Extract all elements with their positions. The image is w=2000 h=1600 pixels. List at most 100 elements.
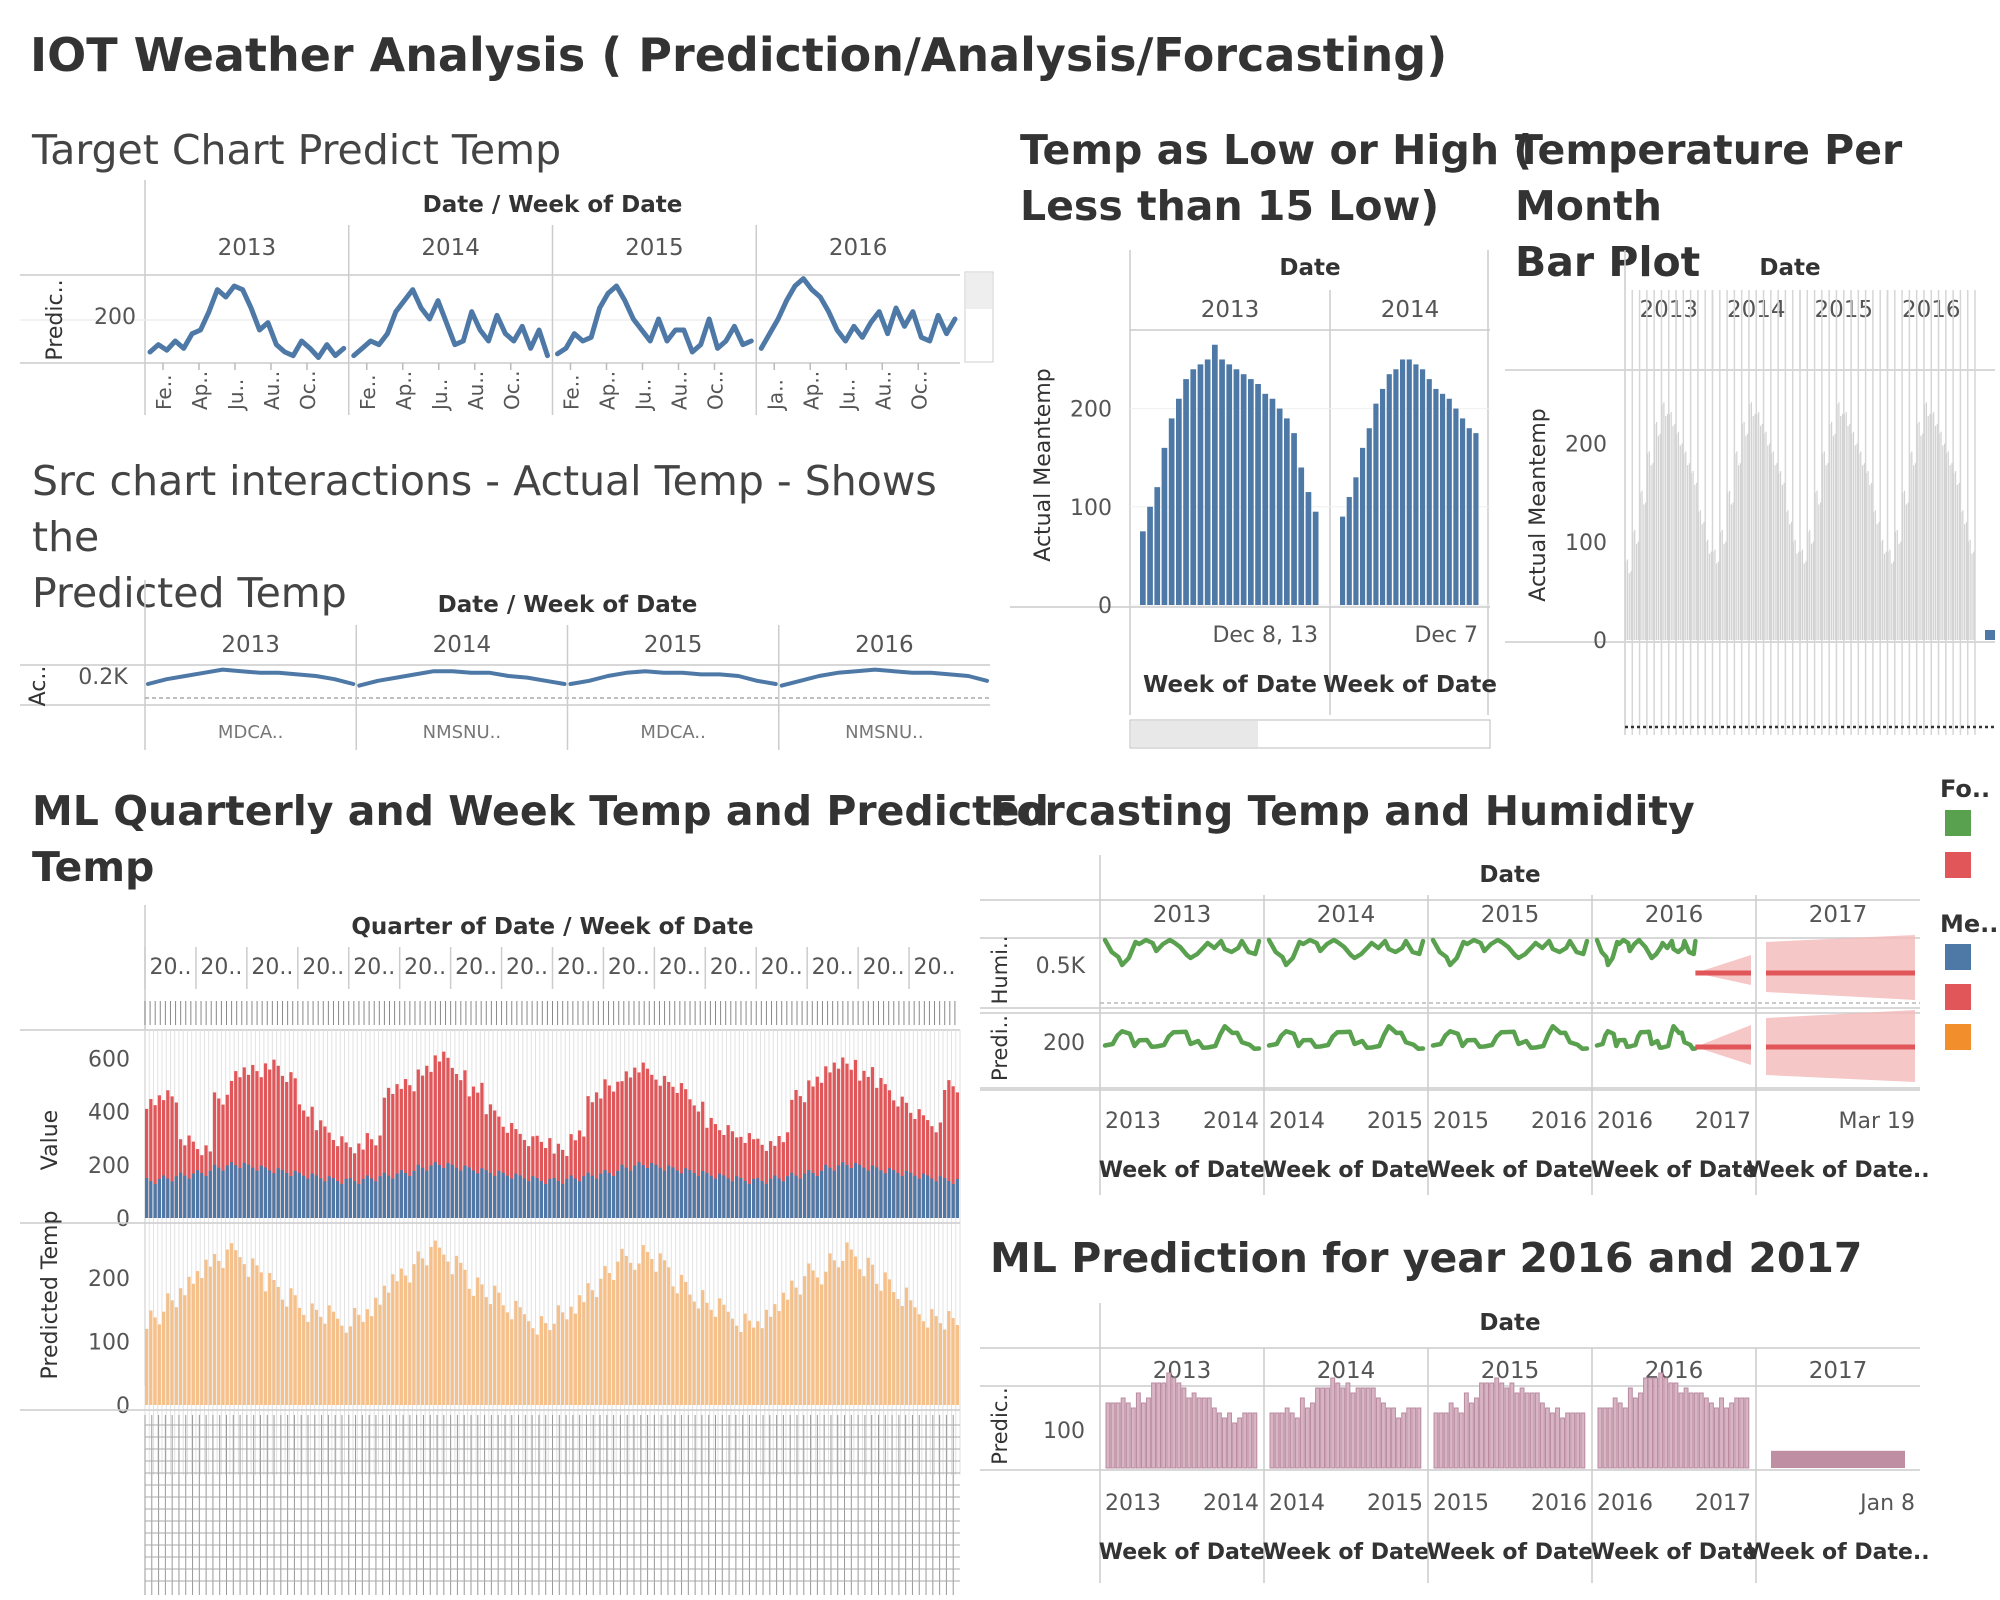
x-tick-label: Fe.. [152,375,176,410]
bar [650,1259,654,1405]
bar [1330,1377,1336,1469]
panel-header: 20.. [149,955,191,980]
bar [645,1252,650,1405]
bar [586,1172,590,1218]
legend-swatch-blue[interactable] [1945,944,1971,970]
bar [1310,1402,1315,1469]
bar [386,1175,391,1218]
bar [1426,379,1432,605]
bar [853,1256,858,1405]
bar [1770,453,1773,640]
bar [1468,1402,1474,1469]
bar [798,1294,802,1405]
x-tick-label: 2016 [1531,1109,1587,1134]
bar [1406,359,1412,605]
bar [739,1136,743,1218]
bar [620,1248,624,1405]
bar [1216,1412,1222,1469]
bar [1181,1387,1187,1469]
bar [344,1178,348,1218]
bar [858,1269,862,1405]
bar [624,1167,628,1218]
bar [684,1168,688,1218]
bar [709,1309,713,1405]
x-axis-label: Week of Date [1263,1540,1430,1565]
bar [234,1071,238,1218]
bar [149,1181,153,1218]
bar [1728,490,1731,640]
bar [306,1321,310,1405]
bar [1140,531,1146,605]
bar [849,1167,853,1218]
bar [607,1273,611,1405]
bar [1841,414,1844,640]
bar [1670,412,1672,640]
forecast-chart-title: Forcasting Temp and Humidity [990,787,1695,835]
bar [1947,451,1949,640]
bar [1658,1372,1664,1469]
bar [594,1092,599,1218]
legend-swatch-red-2[interactable] [1945,984,1971,1010]
bar [603,1170,607,1218]
bar [628,1170,633,1218]
bar [1641,490,1643,640]
bar [1783,482,1785,640]
bar [870,1264,875,1405]
bar [1696,482,1698,640]
src-chart[interactable]: Date / Week of Date 0.2K Ac.. 2013 MDCA.. 201… [0,580,1000,755]
bar [866,1257,870,1405]
bar [234,1250,238,1405]
bar [157,1095,161,1218]
bar [1969,539,1971,640]
bar [1665,416,1667,640]
panel-header: 20.. [302,955,344,980]
panel-header: 2015 [644,632,703,658]
bar [476,1092,480,1218]
y-tick-label: 100 [1565,531,1607,556]
bar [1294,1417,1300,1469]
bar [1370,1387,1376,1469]
bar [251,1258,255,1405]
bar [607,1173,611,1218]
bar [1365,1387,1371,1469]
bar [476,1173,480,1218]
bar [582,1176,586,1218]
bar [654,1271,658,1405]
bar [217,1167,221,1218]
bar [1945,453,1948,640]
bar [858,1080,862,1218]
bar [1115,1402,1121,1469]
bar [658,1253,662,1405]
bar [501,1126,505,1218]
legend-swatch-green[interactable] [1945,810,1971,836]
bar [1716,563,1718,640]
bar [1719,1397,1724,1469]
bar [841,1260,845,1405]
bar [909,1112,913,1218]
bar [459,1170,463,1218]
target-chart[interactable]: Date / Week of Date 200 Predic.. 2013 Fe.. Ap… [0,180,1000,425]
bar [497,1116,501,1218]
panel-header: 2016 [829,235,888,261]
bar [709,1117,713,1218]
series-line [1102,1024,1262,1051]
ml-chart[interactable]: Quarter of Date / Week of Date 20.. 20.. 20… [0,905,970,1600]
bar [280,1170,285,1218]
legend-swatch-orange[interactable] [1945,1024,1971,1050]
bar [828,1253,832,1405]
x-tick-label: NMSNU.. [423,722,502,743]
bar [1938,433,1940,640]
panel-header: 20.. [710,955,752,980]
bar [1736,451,1738,640]
bar [1789,524,1791,640]
bar [1845,412,1847,640]
x-tick-label: Oc.. [296,371,320,410]
bar [777,1178,781,1218]
ml-chart-title: ML Quarterly and Week Temp and Predicted… [32,783,1049,895]
bar [310,1303,314,1405]
legend-swatch-red[interactable] [1945,852,1971,878]
